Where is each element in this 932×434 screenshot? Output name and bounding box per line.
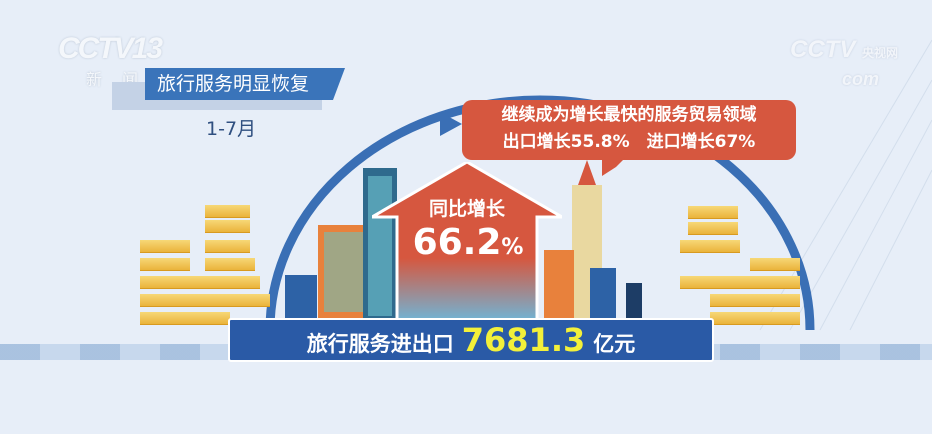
callout-line1: 继续成为增长最快的服务贸易领域	[501, 105, 757, 125]
up-arrow-house	[372, 162, 562, 322]
growth-value: 66.2	[412, 222, 502, 263]
watermark-brand: CCTV	[790, 36, 856, 63]
total-label: 旅行服务进出口	[306, 332, 454, 356]
total-bar: 旅行服务进出口 7681.3 亿元	[228, 318, 714, 362]
watermark-domain: com	[842, 69, 880, 89]
logo-number: 13	[131, 32, 163, 65]
logo-brand: CCTV	[58, 32, 134, 65]
watermark-site: 央视网	[862, 46, 899, 60]
callout-bubble: 继续成为增长最快的服务贸易领域 出口增长55.8% 进口增长67%	[462, 100, 796, 176]
total-unit: 亿元	[593, 332, 636, 356]
callout-line2: 出口增长55.8% 进口增长67%	[502, 132, 756, 152]
growth-unit: %	[501, 235, 524, 260]
period-label: 1-7月	[206, 118, 257, 140]
total-value: 7681.3	[461, 321, 586, 359]
arc-arrowhead	[440, 112, 462, 136]
growth-label: 同比增长	[428, 198, 505, 220]
growth-value-wrap: 66.2%	[400, 222, 536, 263]
headline: 旅行服务明显恢复	[145, 68, 345, 100]
cctv-com-watermark: CCTV 央视网 com	[790, 36, 898, 92]
cctv13-logo: CCTV13	[58, 32, 163, 66]
buildings	[285, 160, 642, 320]
